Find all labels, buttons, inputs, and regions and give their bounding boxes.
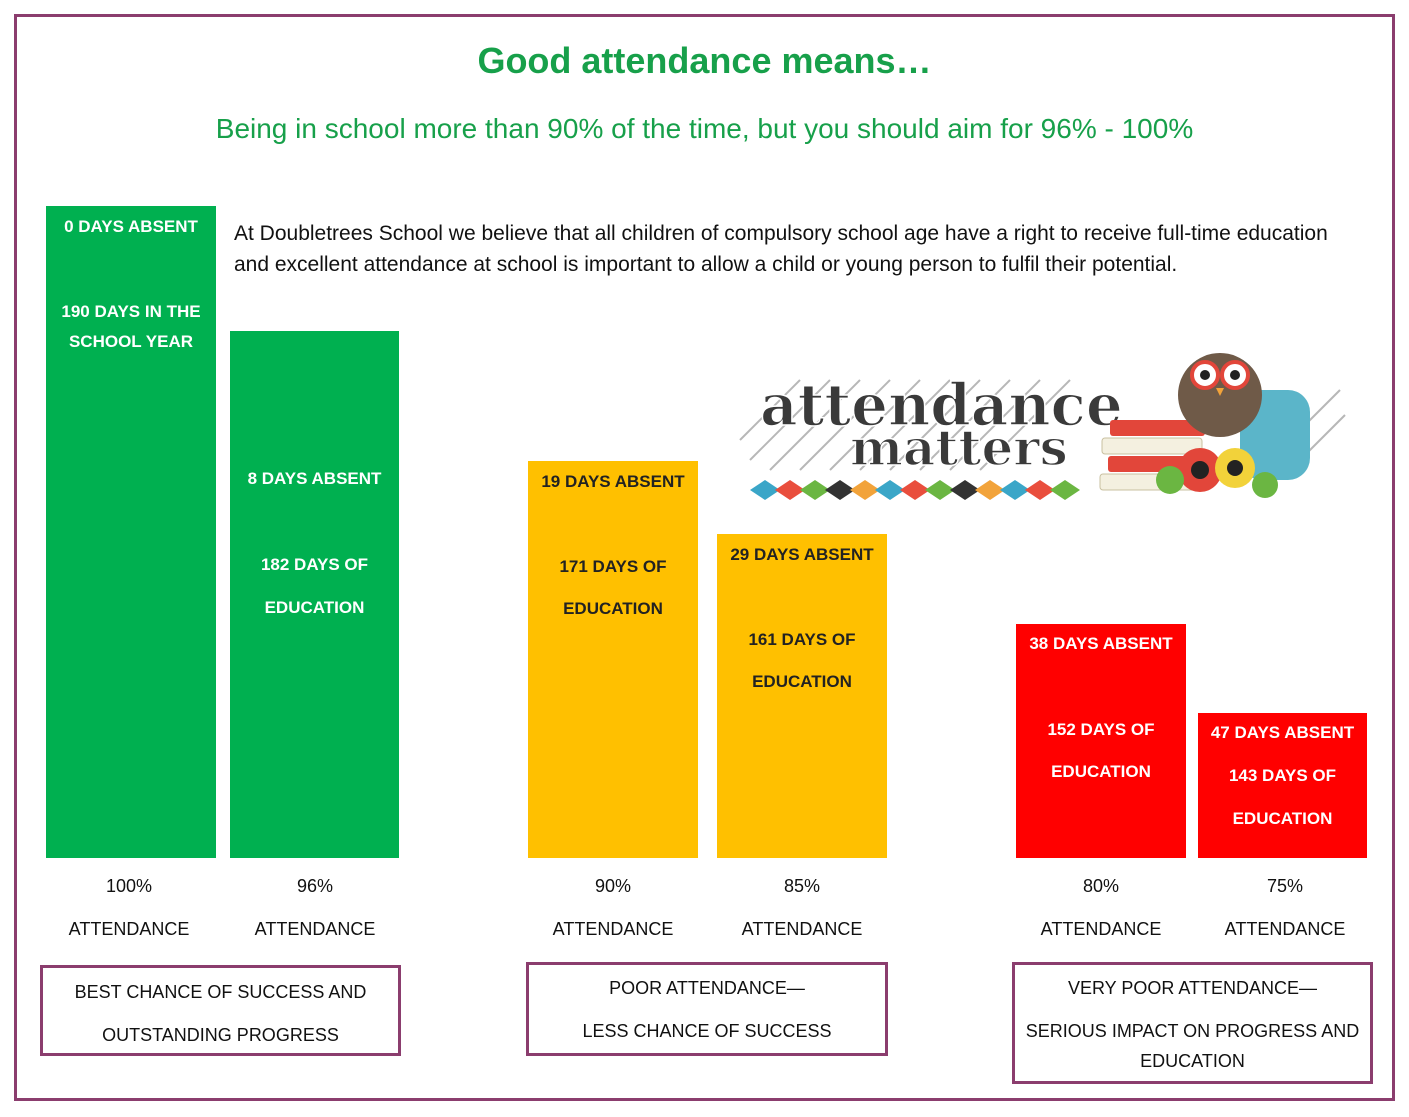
bar-days-absent-label: 38 DAYS ABSENT — [1029, 634, 1173, 653]
group-line: BEST CHANCE OF SUCCESS AND — [74, 982, 367, 1002]
bar-days-attended-label-2: EDUCATION — [1232, 809, 1333, 828]
bar-days-attended-label-2: EDUCATION — [264, 598, 365, 617]
attendance-label-90: ATTENDANCE — [552, 919, 674, 939]
bar-days-absent-label: 0 DAYS ABSENT — [64, 217, 198, 236]
bar-days-attended-label-2: SCHOOL YEAR — [68, 332, 194, 351]
group-line: POOR ATTENDANCE— — [609, 978, 805, 998]
percent-label-96: 96% — [296, 876, 334, 896]
bar-days-attended-label: 182 DAYS OF — [260, 555, 369, 574]
group-line: EDUCATION — [1140, 1051, 1245, 1071]
percent-label-85: 85% — [783, 876, 821, 896]
group-line: VERY POOR ATTENDANCE— — [1067, 978, 1318, 998]
page-subtitle: Being in school more than 90% of the tim… — [215, 113, 1194, 144]
percent-label-75: 75% — [1266, 876, 1304, 896]
percent-label-90: 90% — [594, 876, 632, 896]
bar-85-percent: 29 DAYS ABSENT 161 DAYS OF EDUCATION — [717, 534, 887, 858]
bar-75-percent: 47 DAYS ABSENT 143 DAYS OF EDUCATION — [1198, 713, 1367, 858]
attendance-label-80: ATTENDANCE — [1040, 919, 1162, 939]
bar-days-attended-label: 190 DAYS IN THE — [61, 302, 201, 321]
bar-days-attended-label: 143 DAYS OF — [1228, 766, 1337, 785]
group-box-very-poor: VERY POOR ATTENDANCE— SERIOUS IMPACT ON … — [1012, 962, 1373, 1084]
page-frame — [14, 14, 1395, 1101]
bar-days-attended-label: 171 DAYS OF — [559, 557, 667, 576]
bar-days-absent-label: 47 DAYS ABSENT — [1210, 723, 1355, 742]
bar-96-percent: 8 DAYS ABSENT 182 DAYS OF EDUCATION — [230, 331, 399, 858]
group-line: OUTSTANDING PROGRESS — [102, 1025, 339, 1045]
bar-days-attended-label: 161 DAYS OF — [748, 630, 856, 649]
bar-days-attended-label: 152 DAYS OF — [1047, 720, 1155, 739]
percent-label-100: 100% — [105, 876, 153, 896]
bar-90-percent: 19 DAYS ABSENT 171 DAYS OF EDUCATION — [528, 461, 698, 858]
bar-days-absent-label: 19 DAYS ABSENT — [541, 472, 685, 491]
group-box-poor: POOR ATTENDANCE— LESS CHANCE OF SUCCESS — [526, 962, 888, 1056]
logo-word-matters: matters — [850, 418, 1068, 477]
bar-days-attended-label-2: EDUCATION — [1051, 762, 1151, 781]
group-line: SERIOUS IMPACT ON PROGRESS AND — [1025, 1021, 1360, 1041]
bar-days-attended-label-2: EDUCATION — [752, 672, 852, 691]
intro-paragraph: At Doubletrees School we believe that al… — [234, 222, 1328, 276]
attendance-matters-logo: attendance matters — [739, 353, 1346, 500]
bar-days-attended-label-2: EDUCATION — [563, 599, 663, 618]
logo-word-attendance: attendance — [760, 371, 1123, 439]
group-line: LESS CHANCE OF SUCCESS — [582, 1021, 832, 1041]
bar-80-percent: 38 DAYS ABSENT 152 DAYS OF EDUCATION — [1016, 624, 1186, 858]
percent-label-80: 80% — [1082, 876, 1120, 896]
bar-days-absent-label: 8 DAYS ABSENT — [247, 469, 382, 488]
attendance-label-85: ATTENDANCE — [741, 919, 863, 939]
attendance-label-96: ATTENDANCE — [254, 919, 376, 939]
page-title: Good attendance means… — [477, 40, 932, 81]
group-box-best: BEST CHANCE OF SUCCESS AND OUTSTANDING P… — [40, 965, 401, 1056]
bar-100-percent: 0 DAYS ABSENT 190 DAYS IN THE SCHOOL YEA… — [46, 206, 216, 858]
attendance-label-75: ATTENDANCE — [1224, 919, 1346, 939]
bar-days-absent-label: 29 DAYS ABSENT — [730, 545, 874, 564]
attendance-label-100: ATTENDANCE — [68, 919, 190, 939]
